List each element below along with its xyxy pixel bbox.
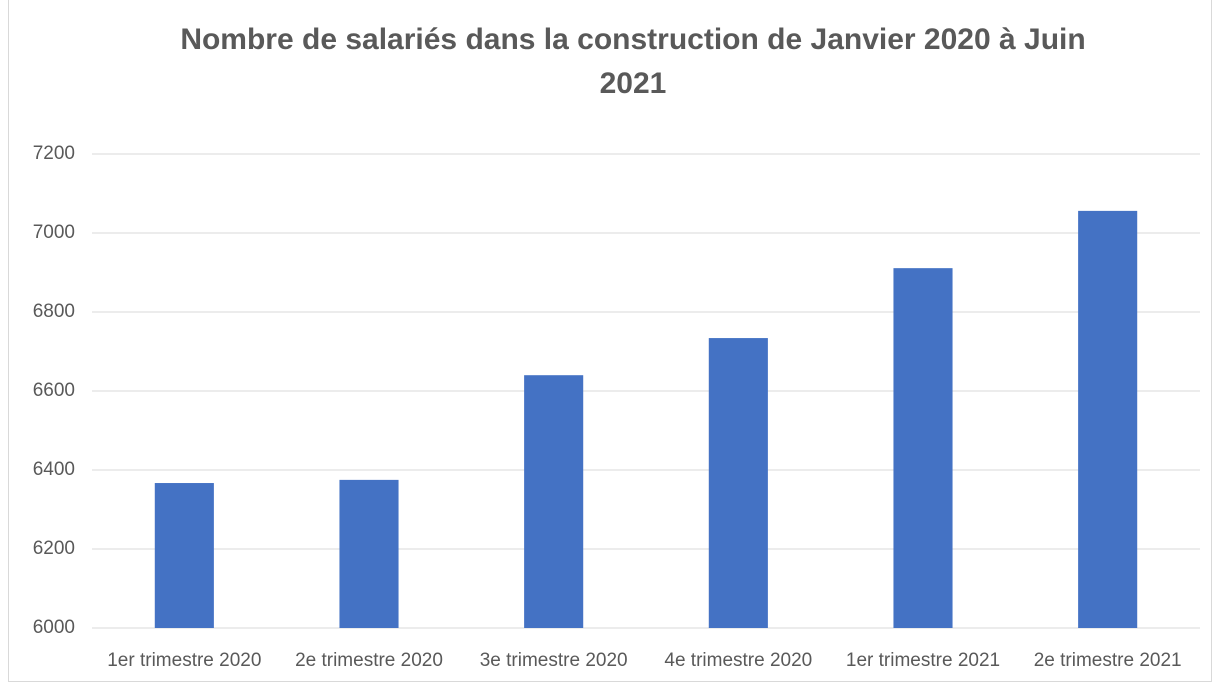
- y-tick-label: 7200: [33, 143, 75, 164]
- y-tick-label: 6600: [33, 380, 75, 401]
- x-tick-label: 2e trimestre 2020: [295, 650, 443, 671]
- bar: [708, 338, 768, 628]
- x-tick-label: 1er trimestre 2021: [846, 650, 1000, 671]
- y-tick-label: 6200: [33, 538, 75, 559]
- bar: [893, 268, 953, 628]
- chart-frame: [8, 0, 1212, 682]
- bar: [339, 479, 399, 628]
- chart-title: Nombre de salariés dans la construction …: [180, 23, 1086, 100]
- x-tick-label: 1er trimestre 2020: [107, 650, 261, 671]
- y-tick-label: 6800: [33, 301, 75, 322]
- y-tick-label: 7000: [33, 222, 75, 243]
- y-tick-label: 6400: [33, 459, 75, 480]
- bar: [1078, 210, 1138, 628]
- x-tick-label: 2e trimestre 2021: [1034, 650, 1182, 671]
- y-tick-label: 6000: [33, 617, 75, 638]
- bar: [154, 483, 214, 628]
- x-tick-label: 3e trimestre 2020: [480, 650, 628, 671]
- x-tick-label: 4e trimestre 2020: [664, 650, 812, 671]
- bar: [524, 375, 584, 628]
